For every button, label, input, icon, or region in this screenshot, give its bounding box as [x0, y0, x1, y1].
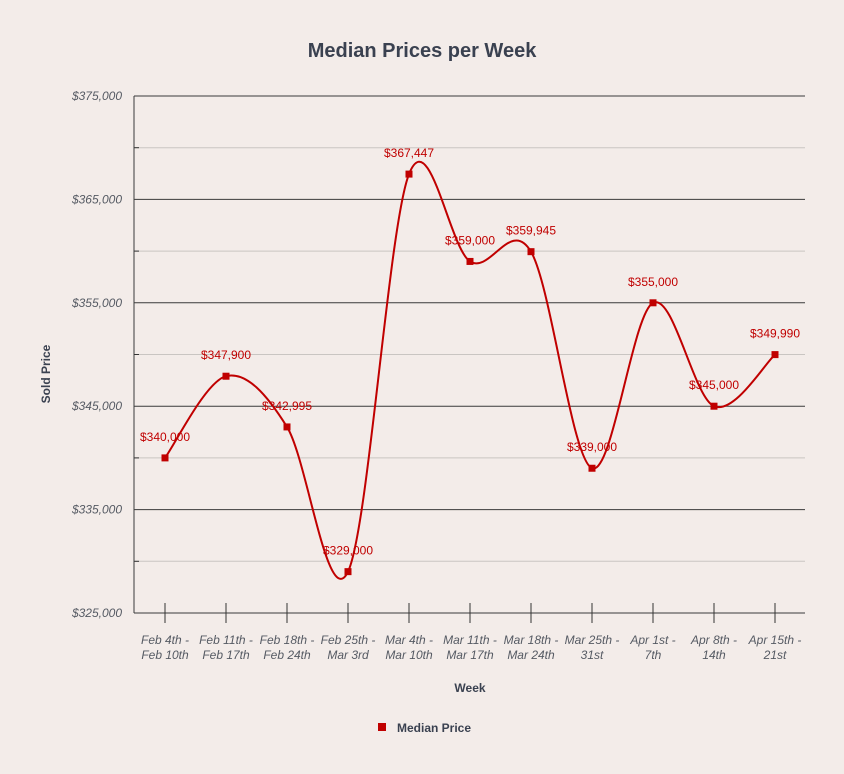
- y-tick-label: $355,000: [71, 296, 122, 310]
- legend: Median Price: [378, 721, 471, 735]
- x-axis-title: Week: [454, 681, 485, 695]
- x-tick-label: Feb 4th -Feb 10th: [141, 633, 189, 662]
- gridlines: [133, 95, 805, 614]
- x-tick-label: Feb 25th -Mar 3rd: [321, 633, 376, 662]
- data-point: [649, 299, 657, 307]
- legend-swatch-median-price: [378, 723, 386, 731]
- y-tick-label: $325,000: [71, 606, 122, 620]
- data-label: $342,995: [262, 399, 312, 413]
- y-axis-title: Sold Price: [39, 344, 53, 403]
- data-label: $345,000: [689, 378, 739, 392]
- data-label: $359,945: [506, 224, 556, 238]
- chart-title: Median Prices per Week: [308, 40, 538, 62]
- data-point: [466, 257, 474, 265]
- x-tick-label: Mar 25th -31st: [565, 633, 620, 662]
- x-tick-label: Mar 18th -Mar 24th: [504, 633, 559, 662]
- x-tick-label: Mar 4th -Mar 10th: [385, 633, 433, 662]
- y-tick-label: $335,000: [71, 503, 122, 517]
- y-tick-label: $365,000: [71, 192, 122, 206]
- data-label: $347,900: [201, 348, 251, 362]
- x-tick-label: Feb 18th -Feb 24th: [260, 633, 315, 662]
- data-point: [771, 351, 779, 359]
- data-point: [344, 568, 352, 576]
- data-point: [283, 423, 291, 431]
- data-label: $329,000: [323, 544, 373, 558]
- data-labels: $340,000 $347,900 $342,995 $329,000 $367,447…: [140, 146, 800, 558]
- y-tick-label: $375,000: [71, 89, 122, 103]
- y-tick-label: $345,000: [71, 399, 122, 413]
- data-label: $359,000: [445, 233, 495, 247]
- x-tick-label: Feb 11th -Feb 17th: [199, 633, 253, 662]
- data-point: [527, 248, 535, 256]
- data-point: [405, 170, 413, 178]
- data-point: [710, 402, 718, 410]
- data-point: [161, 454, 169, 462]
- data-label: $339,000: [567, 440, 617, 454]
- data-point: [588, 464, 596, 472]
- x-tick-label: Apr 15th -21st: [748, 633, 802, 662]
- y-axis: $325,000 $335,000 $345,000 $355,000 $365,000…: [71, 89, 122, 620]
- data-markers: [161, 170, 779, 576]
- series-line-median-price: [164, 161, 776, 580]
- data-label: $340,000: [140, 430, 190, 444]
- x-tick-label: Mar 11th -Mar 17th: [443, 633, 497, 662]
- data-label: $349,990: [750, 327, 800, 341]
- data-point: [222, 372, 230, 380]
- legend-label-median-price: Median Price: [397, 721, 471, 735]
- data-label: $355,000: [628, 275, 678, 289]
- x-tick-label: Apr 1st -7th: [629, 633, 675, 662]
- data-label: $367,447: [384, 146, 434, 160]
- x-tick-label: Apr 8th -14th: [690, 633, 737, 662]
